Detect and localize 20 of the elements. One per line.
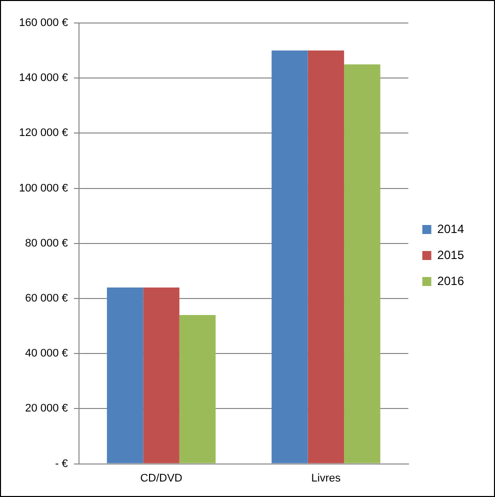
bar: [179, 315, 216, 464]
bar: [308, 50, 344, 464]
bar: [106, 287, 144, 464]
bar: [143, 287, 180, 464]
y-tick-label: 140 000 €: [19, 72, 68, 84]
bar: [272, 50, 308, 464]
y-tick-label: - €: [55, 458, 68, 470]
y-tick-label: 40 000 €: [25, 348, 68, 360]
y-tick-label: 80 000 €: [25, 237, 68, 250]
legend-label: 2016: [437, 274, 464, 288]
legend-label: 2014: [437, 222, 464, 236]
y-tick-label: 100 000 €: [19, 182, 68, 194]
x-tick-label: Livres: [311, 472, 342, 484]
y-tick-label: 20 000 €: [25, 402, 68, 415]
x-tick-label: CD/DVD: [140, 472, 182, 484]
y-tick-label: 160 000 €: [19, 17, 68, 30]
y-tick-label: 120 000 €: [19, 127, 68, 140]
bar: [344, 64, 380, 464]
y-tick-label: 60 000 €: [25, 292, 68, 305]
legend-label: 2015: [437, 248, 464, 262]
